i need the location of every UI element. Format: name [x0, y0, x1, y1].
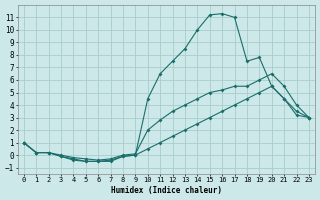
X-axis label: Humidex (Indice chaleur): Humidex (Indice chaleur): [111, 186, 222, 195]
